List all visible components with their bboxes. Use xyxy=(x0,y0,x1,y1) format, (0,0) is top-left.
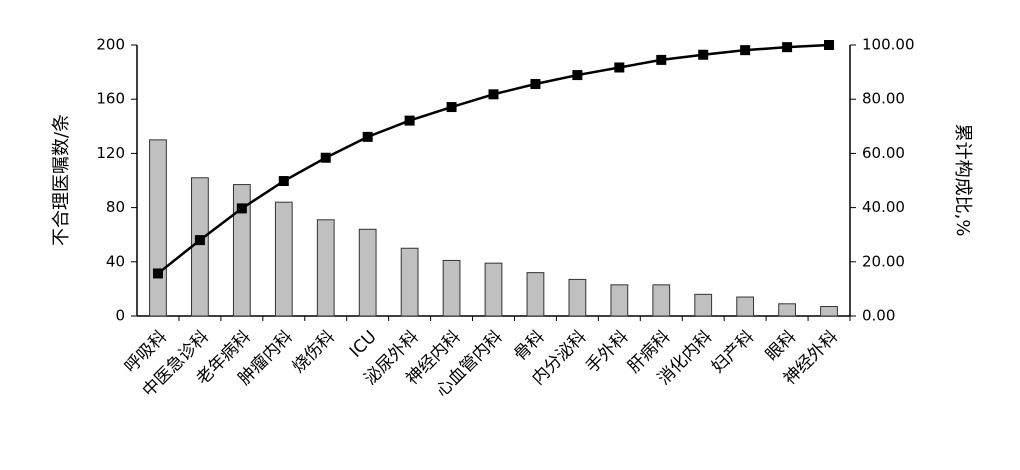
line-marker xyxy=(404,115,415,126)
y-tick-label: 0 xyxy=(115,307,125,325)
cumulative-line xyxy=(157,43,830,275)
y-tick-label: 160 xyxy=(96,90,125,108)
line-marker xyxy=(782,42,793,53)
x-tick-label: ICU xyxy=(346,327,381,362)
y2-tick-label: 40.00 xyxy=(862,198,905,216)
y-tick-label: 40 xyxy=(106,252,125,270)
y2-tick-label: 20.00 xyxy=(862,252,905,270)
bar xyxy=(358,228,377,317)
y-tick-label: 80 xyxy=(106,198,125,216)
y2-tick-label: 60.00 xyxy=(862,144,905,162)
y-tick-label: 120 xyxy=(96,144,125,162)
line-marker xyxy=(488,89,499,100)
line-marker xyxy=(824,40,835,50)
line-marker xyxy=(362,131,373,142)
bar xyxy=(232,184,251,317)
x-tick-label: 妇产科 xyxy=(708,327,758,377)
line-marker xyxy=(572,70,583,81)
bar xyxy=(820,306,838,317)
x-tick-label: 手外科 xyxy=(582,327,632,377)
bar xyxy=(274,201,293,317)
bar xyxy=(568,278,587,317)
line-marker xyxy=(152,268,163,279)
bar xyxy=(149,139,167,317)
bar xyxy=(442,259,461,317)
y-axis-title: 不合理医嘱数/条 xyxy=(51,114,72,246)
line-marker xyxy=(320,152,331,163)
y2-tick-label: 80.00 xyxy=(862,90,905,108)
line-marker xyxy=(530,79,541,90)
bar xyxy=(484,262,503,317)
x-tick-label: 烧伤科 xyxy=(289,327,339,377)
bar xyxy=(778,303,796,317)
bar xyxy=(191,177,209,317)
line-marker xyxy=(278,176,289,187)
bar xyxy=(736,296,755,317)
line-marker xyxy=(194,235,205,246)
y2-tick-label: 100.00 xyxy=(862,36,915,54)
bar xyxy=(610,284,629,317)
bar xyxy=(694,293,713,317)
line-marker xyxy=(740,45,751,56)
line-marker xyxy=(446,102,457,113)
bar xyxy=(316,219,335,317)
y2-tick-label: 0.00 xyxy=(862,307,895,325)
bar xyxy=(652,284,671,317)
bar xyxy=(526,272,545,317)
line-marker xyxy=(656,54,667,65)
line-marker xyxy=(698,49,709,60)
y2-axis-title: 累计构成比,% xyxy=(952,124,973,237)
y-tick-label: 200 xyxy=(96,36,125,54)
line-marker xyxy=(236,203,247,214)
line-marker xyxy=(614,62,625,73)
bar xyxy=(400,247,419,317)
